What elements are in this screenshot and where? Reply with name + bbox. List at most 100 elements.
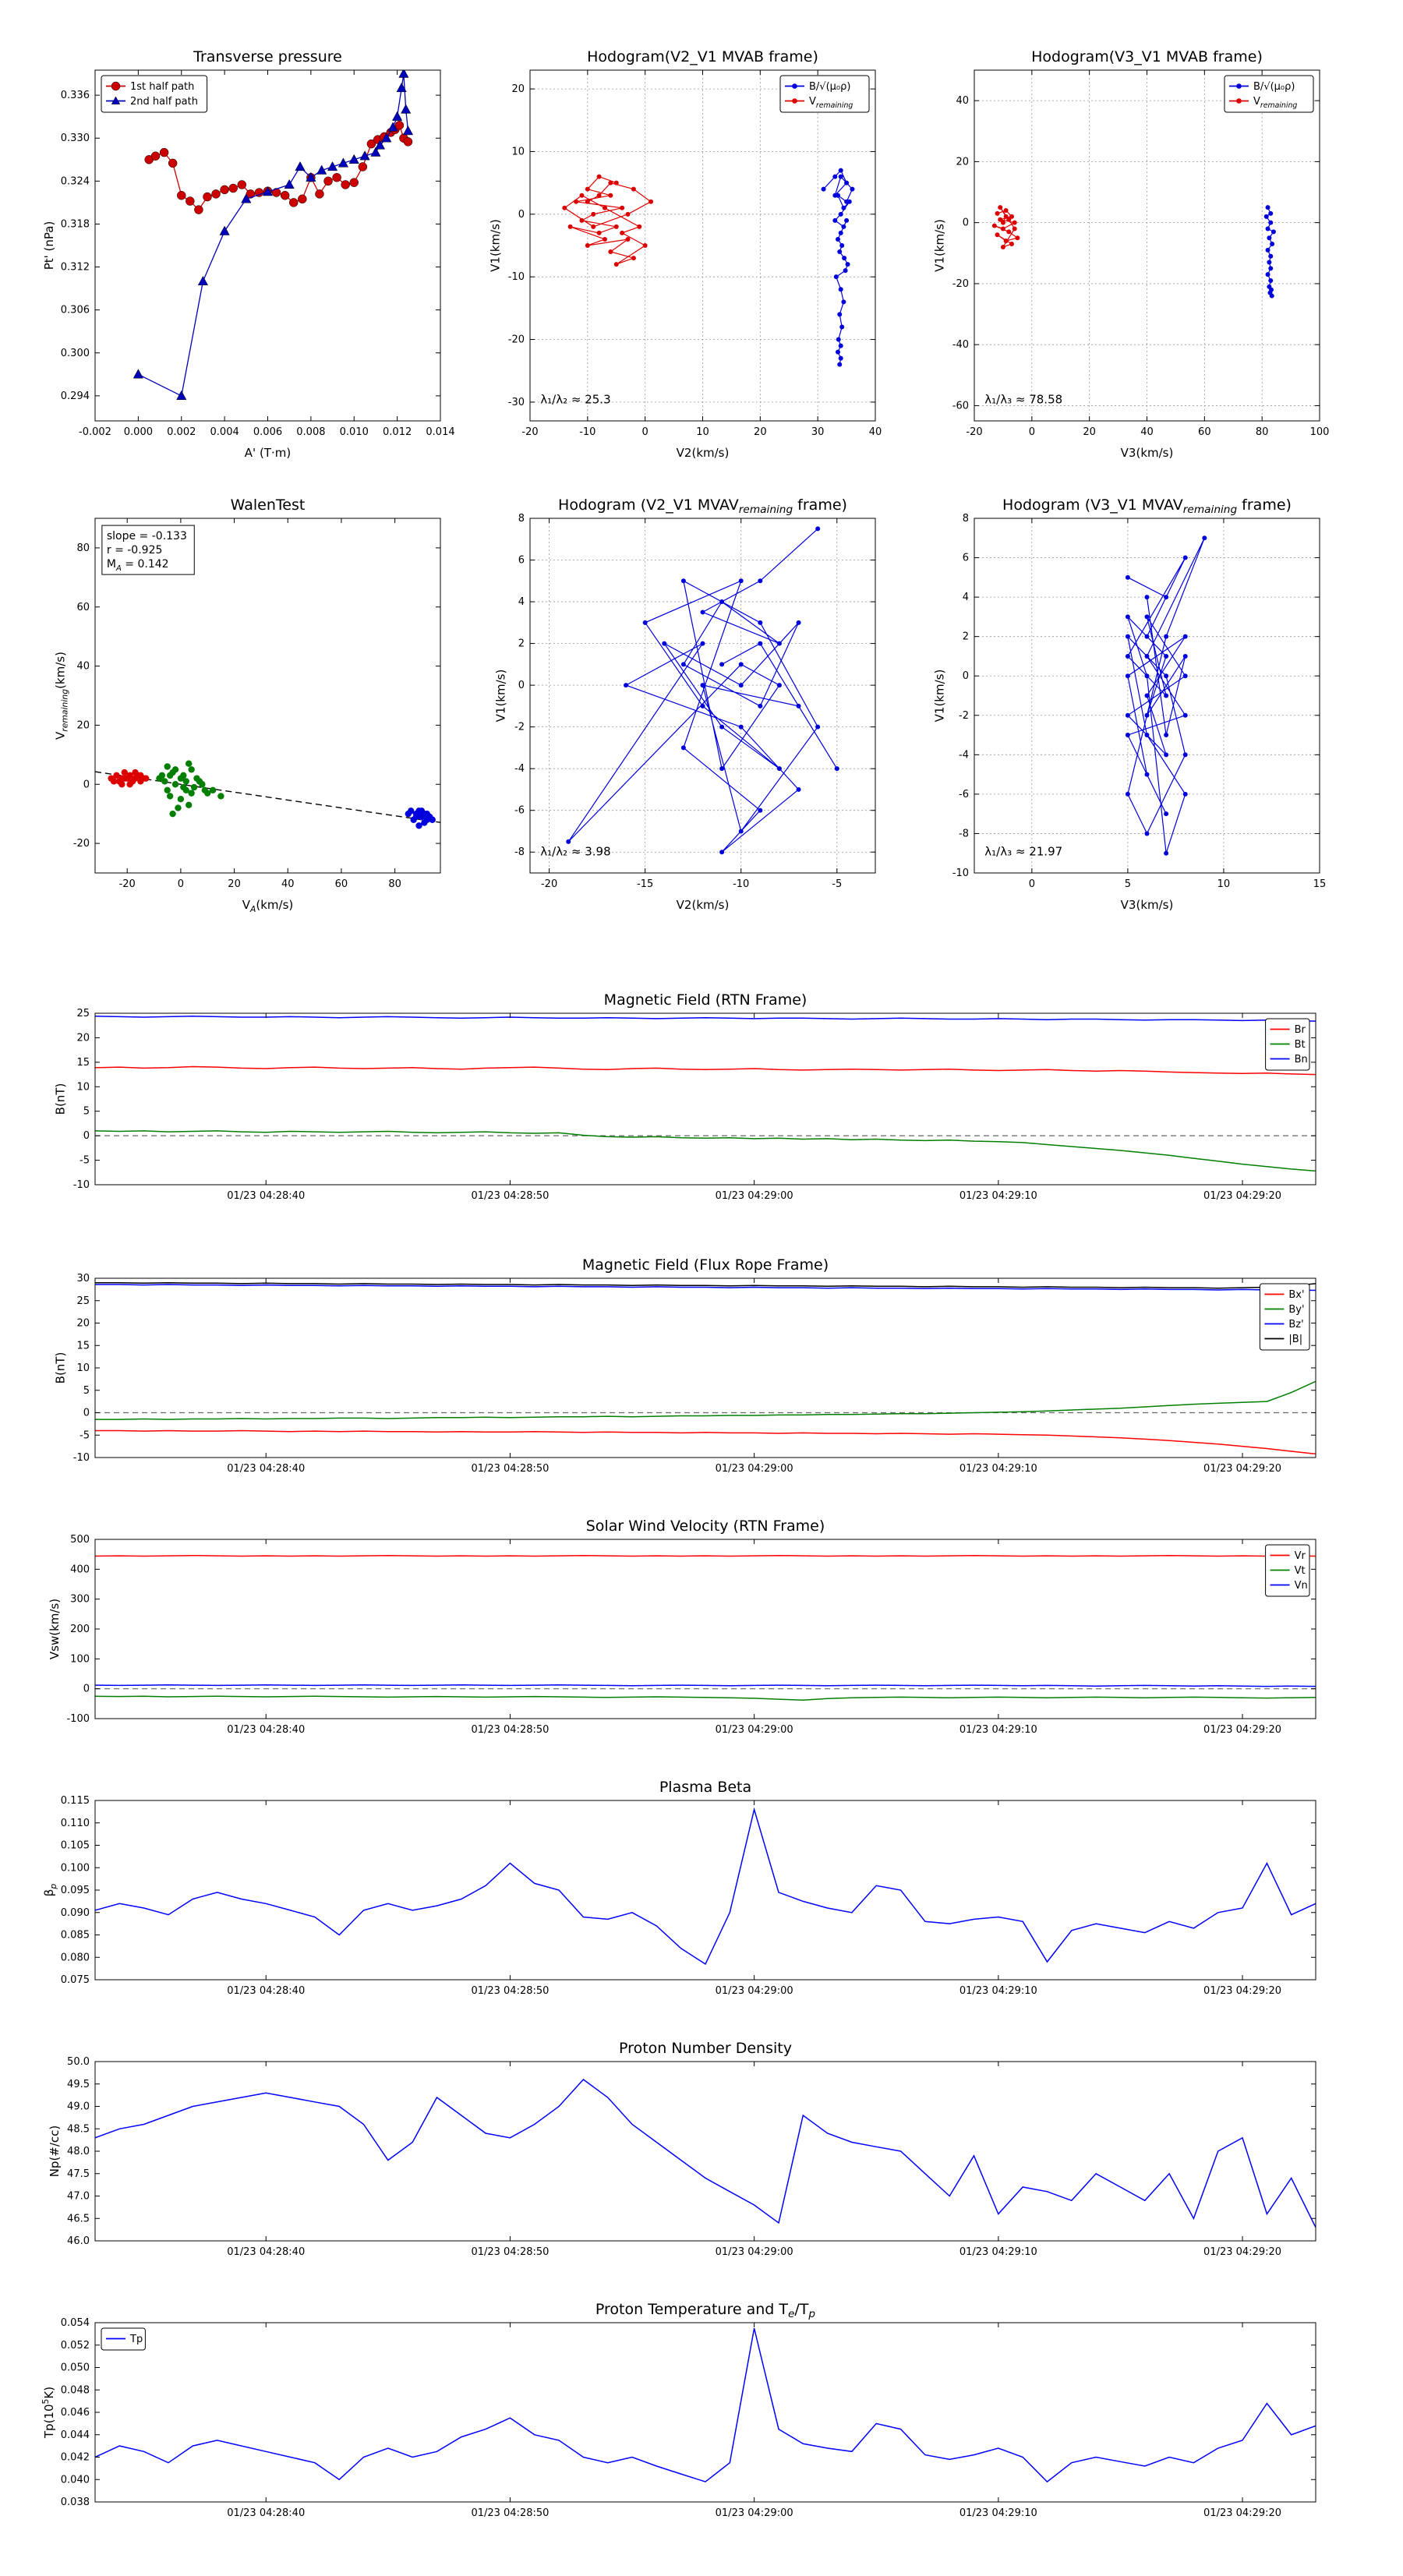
triangle-marker [111,96,121,104]
legend-label: Vremaining [1253,96,1297,110]
dot-marker [637,224,642,229]
markers-v-remaining [562,174,654,267]
x-axis-label: V3(km/s) [1121,446,1174,460]
x-axis-label: A' (T·m) [245,446,291,460]
ytick-label: 0.075 [61,1974,90,1986]
dot-marker [1182,752,1188,758]
circle-marker [194,205,203,214]
ytick-label: 20 [511,83,525,95]
ytick-label: -10 [508,271,525,283]
xtick-label: 01/23 04:29:20 [1203,2246,1281,2258]
ytick-label: 0.105 [61,1840,90,1852]
y-axis-label: Vremaining(km/s) [53,652,69,740]
xtick-label: 01/23 04:29:10 [959,1190,1037,1202]
dot-marker [995,232,1000,238]
ytick-label: 8 [518,513,525,525]
xtick-label: -20 [119,878,136,890]
panel-title: Transverse pressure [193,48,342,65]
ytick-label: 20 [76,1318,90,1330]
circle-marker [177,190,186,200]
xtick-label: 40 [1140,426,1154,438]
y-axis-label: V1(km/s) [494,670,508,723]
series-bt [95,1130,1316,1172]
series-group [95,760,440,829]
xtick-label: 01/23 04:29:20 [1203,1985,1281,1997]
ytick-label: 40 [956,95,969,107]
xtick-label: 01/23 04:29:20 [1203,2507,1281,2519]
legend-label: Bt [1295,1039,1306,1051]
legend-label: 1st half path [130,81,194,93]
dot-marker [110,778,118,785]
ytick-label: 30 [76,1273,90,1284]
dot-marker [995,210,1000,216]
ytick-label: 25 [76,1295,90,1307]
dot-marker [126,772,133,779]
circle-marker [150,151,161,161]
ytick-label: 0.100 [61,1862,90,1874]
circle-marker [111,81,121,91]
dot-marker [137,772,144,779]
legend-label: Bx' [1288,1289,1304,1301]
dot-marker [1182,634,1188,639]
dot-marker [177,775,185,782]
dot-marker [1125,614,1130,620]
dot-marker [837,249,843,255]
ytick-label: 47.0 [67,2191,90,2203]
dot-marker [1268,220,1274,225]
triangle-marker [316,164,327,175]
circle-marker [280,190,290,200]
xtick-label: 20 [1083,426,1096,438]
ytick-label: -100 [66,1713,90,1725]
dot-marker [838,355,843,361]
legend: B/√(μ₀ρ) Vremaining [779,75,870,113]
dot-marker [415,822,422,829]
dot-marker [1000,244,1005,249]
dot-marker [591,224,596,229]
dot-marker [1182,791,1188,797]
panel-np: 01/23 04:28:40 01/23 04:28:50 01/23 04:29:… [48,2040,1316,2258]
circle-marker [315,189,324,199]
dot-marker [1144,772,1150,777]
dot-marker [579,217,585,223]
legend-label: Vn [1295,1580,1308,1592]
series-vr [95,1554,1316,1557]
dot-marker [843,268,848,274]
ytick-label: 0.038 [61,2496,90,2508]
dot-marker [1182,712,1188,718]
dot-marker [648,199,654,204]
dot-marker [738,724,744,730]
xtick-label: 01/23 04:29:20 [1203,1724,1281,1736]
dot-marker [113,772,120,779]
ytick-label: 10 [511,146,525,157]
dot-marker [1265,272,1270,277]
ytick-label: 100 [70,1653,90,1665]
dot-marker [405,810,412,818]
ytick-label: 0.085 [61,1930,90,1942]
x-axis-label: VA(km/s) [242,898,294,914]
dot-marker [841,205,846,210]
legend-box [1224,75,1314,113]
dot-marker [758,703,763,708]
circle-marker [159,147,169,157]
xtick-label: 100 [1310,426,1330,438]
ytick-label: -20 [952,278,969,290]
xtick-label: 0.010 [340,426,369,438]
dot-marker [596,230,602,235]
dot-marker [596,174,602,179]
markers-v-path [566,526,839,855]
ytick-label: 0.042 [61,2452,90,2464]
panel-title: Hodogram (V2_V1 MVAVremaining frame) [558,496,847,516]
plot-area [95,518,440,873]
ytick-label: 20 [76,719,90,731]
lambda-annotation: λ₁/λ₂ ≈ 25.3 [540,393,610,407]
dot-marker [562,205,567,210]
markers-v-path [1125,535,1207,856]
circle-marker [394,120,405,130]
ytick-label: 80 [76,542,90,554]
triangle-marker [284,178,295,189]
ytick-label: 0.048 [61,2384,90,2396]
dot-marker [815,724,821,730]
panel-hodogram-v2v1-mvab: -20 -10 0 10 20 30 40 -30 -20 -10 0 10 20 Hodogram(V2… [488,48,882,460]
axes-frame [94,518,441,874]
dot-marker [832,174,838,179]
